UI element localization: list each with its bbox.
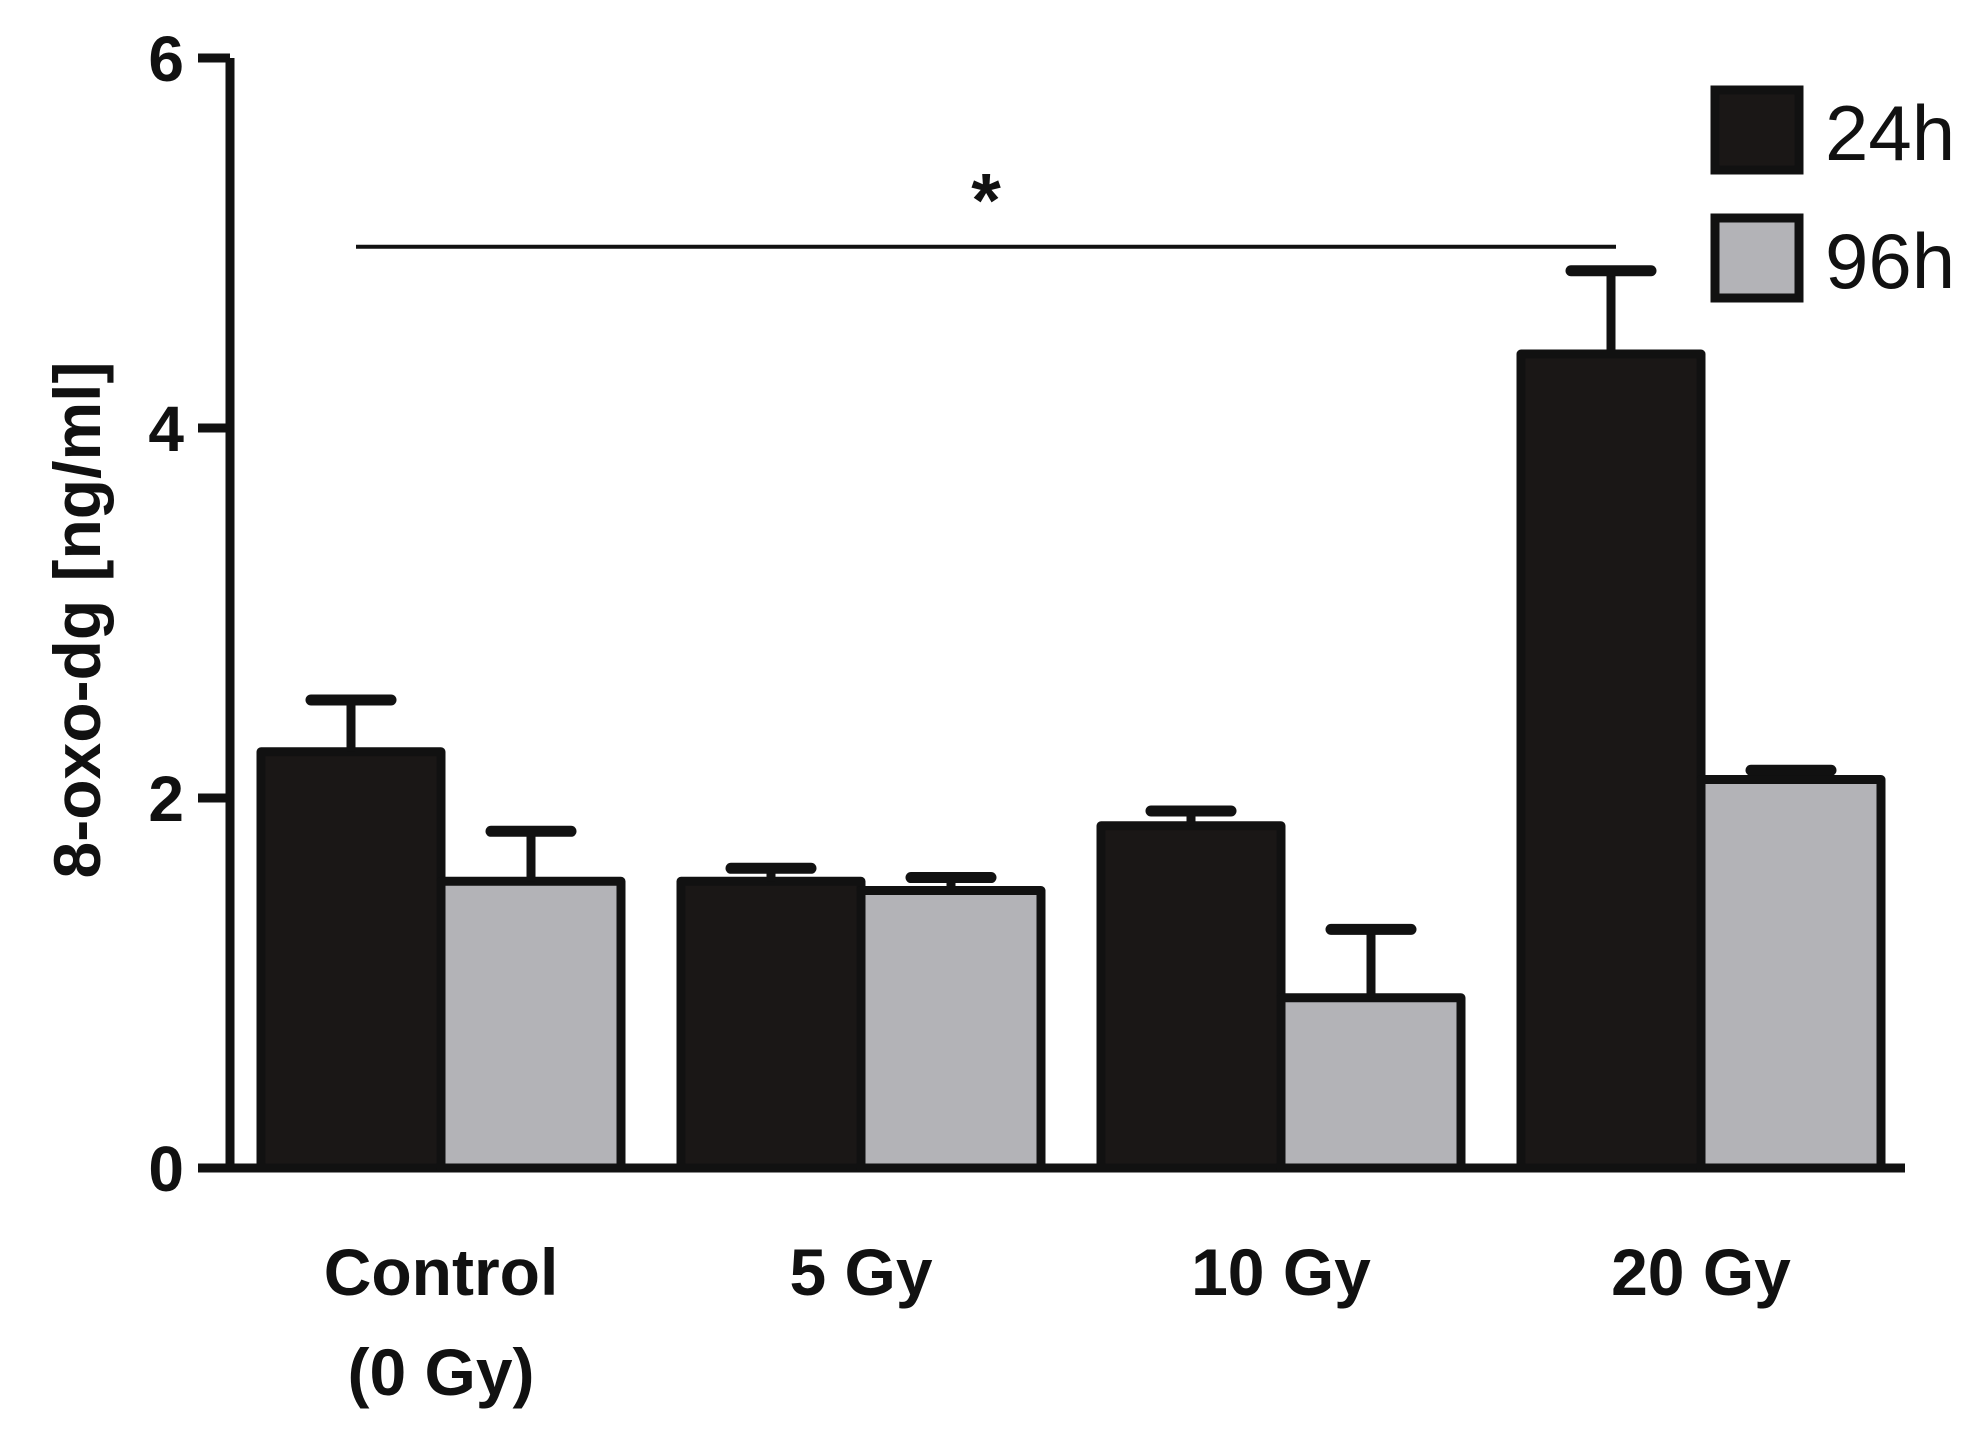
bar-96h-0 [436, 876, 626, 1173]
legend-swatch-24h [1710, 85, 1804, 175]
significance-star: * [971, 159, 1001, 244]
y-axis: 0 2 4 6 [148, 23, 235, 1205]
y-tick-label: 0 [148, 1133, 184, 1205]
legend-swatch-96h [1710, 213, 1804, 303]
y-axis-label: 8-oxo-dg [ng/ml] [40, 362, 114, 879]
bars [256, 349, 1886, 1173]
legend-label-24h: 24h [1825, 89, 1955, 177]
significance-annotation: * [356, 159, 1616, 249]
category-label: 10 Gy [1191, 1235, 1371, 1309]
category-label: Control [324, 1235, 559, 1309]
error-bars [305, 265, 1837, 998]
category-label: 5 Gy [789, 1235, 932, 1309]
category-labels: Control (0 Gy) 5 Gy 10 Gy 20 Gy [324, 1235, 1791, 1409]
bar-96h-2 [1276, 993, 1466, 1173]
y-tick-label: 6 [148, 23, 184, 95]
bar-24h-3 [1516, 349, 1706, 1173]
bar-96h-1 [856, 886, 1046, 1173]
y-tick-label: 2 [148, 763, 184, 835]
bar-24h-1 [676, 876, 866, 1173]
bar-96h-3 [1696, 775, 1886, 1173]
y-tick-label: 4 [148, 393, 184, 465]
legend-label-96h: 96h [1825, 217, 1955, 305]
category-label-line2: (0 Gy) [347, 1335, 534, 1409]
bar-24h-0 [256, 747, 446, 1173]
category-label: 20 Gy [1611, 1235, 1791, 1309]
bar-24h-2 [1096, 821, 1286, 1173]
